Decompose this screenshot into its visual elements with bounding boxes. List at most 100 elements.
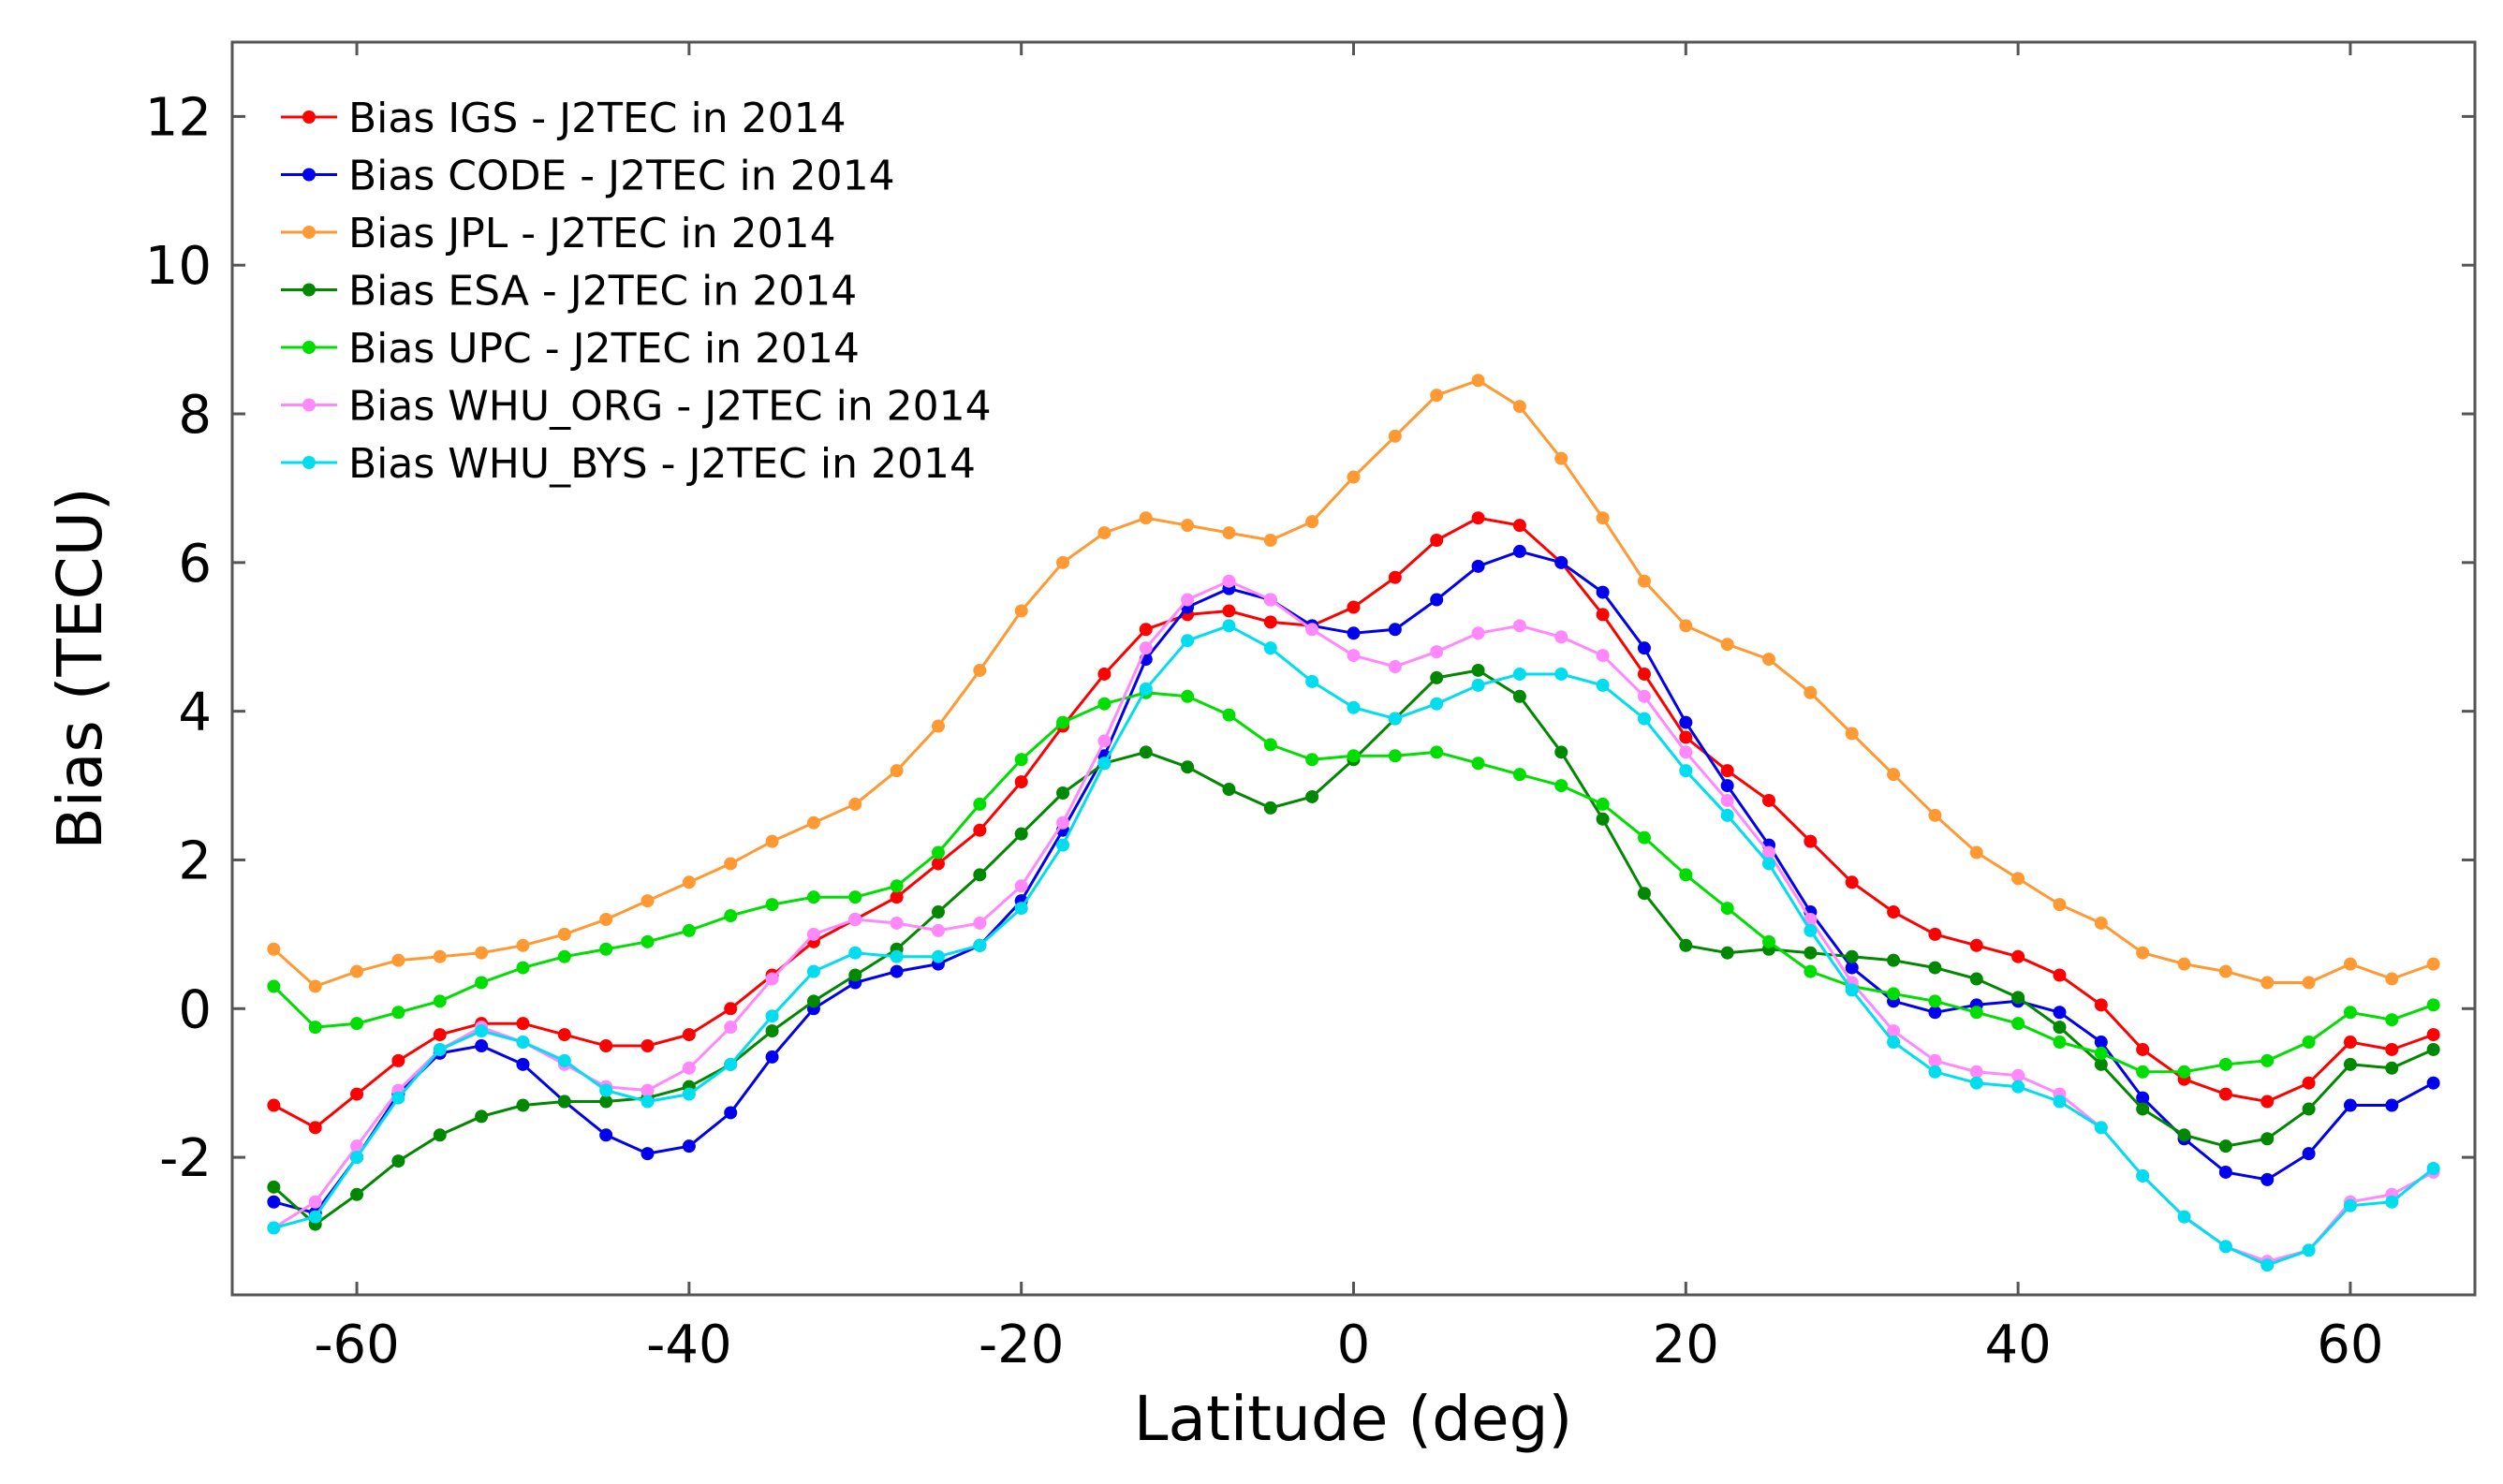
data-point [1263, 801, 1277, 815]
data-point [1097, 667, 1112, 681]
data-point [973, 663, 987, 677]
data-point [1181, 689, 1195, 703]
data-point [2053, 898, 2067, 912]
data-point [2218, 1087, 2232, 1101]
data-point [765, 1024, 779, 1038]
legend-item: Bias IGS - J2TEC in 2014 [281, 95, 847, 142]
data-point [1969, 1076, 1983, 1090]
data-point [1181, 634, 1195, 648]
data-point [1139, 511, 1153, 525]
data-point [267, 1098, 281, 1112]
data-point [1845, 727, 1859, 741]
data-point [2426, 1162, 2440, 1176]
data-point [1347, 700, 1361, 714]
data-point [724, 857, 738, 871]
data-point [2011, 872, 2025, 886]
data-point [1637, 830, 1651, 845]
legend-label: Bias WHU_BYS - J2TEC in 2014 [348, 440, 976, 488]
data-point [1679, 938, 1693, 952]
data-point [2426, 998, 2440, 1012]
data-point [2218, 1240, 2232, 1254]
data-point [1263, 615, 1277, 629]
data-point [890, 949, 904, 963]
data-point [2094, 1057, 2108, 1071]
data-point [2343, 1057, 2357, 1071]
data-point [557, 927, 571, 941]
data-point [1512, 619, 1526, 633]
data-point [1762, 857, 1776, 871]
data-point [1637, 641, 1651, 655]
legend-label: Bias CODE - J2TEC in 2014 [348, 153, 895, 200]
data-point [1969, 972, 1983, 986]
data-point [1928, 808, 1942, 822]
data-point [475, 1024, 489, 1038]
data-point [1720, 764, 1734, 778]
data-point [1139, 745, 1153, 759]
data-point [1388, 623, 1402, 637]
data-point [1679, 868, 1693, 882]
data-point [516, 1057, 530, 1071]
data-point [350, 1087, 364, 1101]
data-point [599, 1095, 613, 1109]
data-point [350, 1017, 364, 1031]
data-point [2343, 1006, 2357, 1020]
data-point [1887, 987, 1901, 1001]
data-point [2385, 1042, 2399, 1056]
data-point [2053, 1036, 2067, 1050]
data-point [1388, 749, 1402, 763]
data-point [2260, 1258, 2275, 1272]
data-point [2426, 957, 2440, 971]
data-point [391, 953, 405, 967]
data-point [1596, 585, 1610, 599]
data-point [1720, 902, 1734, 916]
y-tick-label: -2 [159, 1128, 212, 1189]
y-tick-label: 12 [145, 87, 212, 148]
data-point [599, 1038, 613, 1052]
data-point [724, 1021, 738, 1035]
data-point [848, 912, 862, 926]
legend-item: Bias UPC - J2TEC in 2014 [281, 325, 860, 373]
data-point [931, 857, 945, 871]
data-point [765, 1050, 779, 1064]
data-point [1554, 630, 1568, 644]
data-point [2011, 991, 2025, 1005]
data-point [2136, 1102, 2150, 1116]
data-point [973, 797, 987, 811]
data-point [2177, 1210, 2191, 1224]
data-point [475, 1109, 489, 1124]
series-layer [267, 374, 2440, 1272]
data-point [806, 994, 820, 1008]
legend: Bias IGS - J2TEC in 2014 Bias CODE - J2TE… [281, 95, 992, 488]
data-point [1887, 768, 1901, 782]
data-point [2094, 1121, 2108, 1135]
data-point [931, 949, 945, 963]
data-point [640, 1038, 655, 1052]
data-point [350, 1151, 364, 1165]
data-point [848, 968, 862, 982]
data-point [308, 1195, 322, 1209]
data-point [765, 898, 779, 912]
data-point [1014, 902, 1028, 916]
series-bias-igs-j2tec-in-2014 [267, 511, 2440, 1135]
data-point [557, 949, 571, 963]
data-point [475, 1038, 489, 1052]
data-point [1430, 389, 1444, 403]
data-point [682, 875, 696, 889]
data-point [267, 1180, 281, 1194]
data-point [890, 764, 904, 778]
data-point [1056, 838, 1070, 852]
data-point [2385, 1098, 2399, 1112]
data-point [1430, 593, 1444, 607]
legend-swatch-marker [302, 283, 316, 297]
data-point [1554, 779, 1568, 793]
legend-label: Bias WHU_ORG - J2TEC in 2014 [348, 383, 992, 431]
data-point [1263, 738, 1277, 752]
data-point [1637, 667, 1651, 681]
data-point [2260, 1053, 2275, 1067]
data-point [1388, 712, 1402, 726]
data-point [765, 1009, 779, 1023]
data-point [350, 964, 364, 978]
data-point [1430, 697, 1444, 711]
data-point [267, 942, 281, 956]
